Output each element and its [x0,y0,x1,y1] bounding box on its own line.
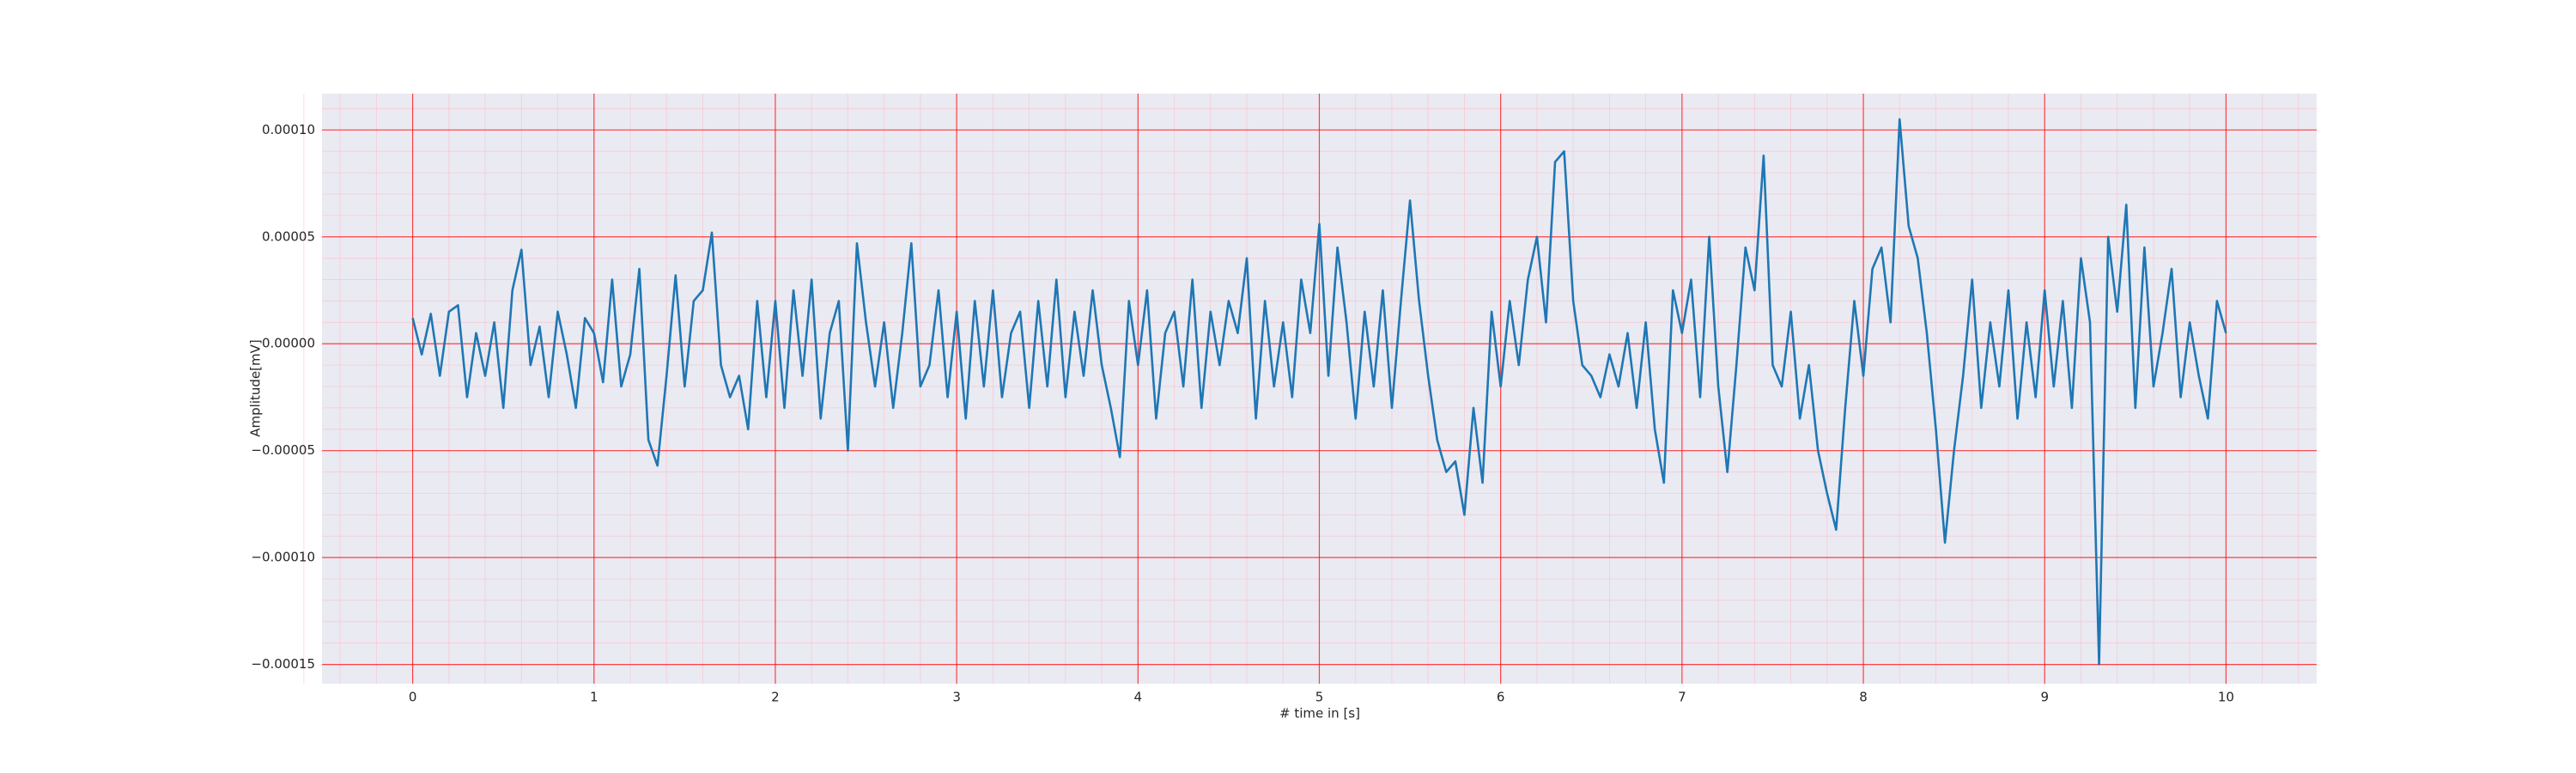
y-tick-label: −0.00015 [251,656,315,672]
x-tick-label: 0 [409,690,417,705]
x-axis-label: # time in [s] [1279,706,1360,721]
y-axis-label: Amplitude[mV] [248,339,264,436]
x-tick-label: 2 [771,690,780,705]
x-tick-label: 7 [1678,690,1686,705]
x-tick-label: 8 [1859,690,1868,705]
y-tick-label: −0.00010 [251,550,315,565]
x-tick-label: 3 [952,690,961,705]
y-tick-label: 0.00010 [262,122,315,137]
x-tick-label: 6 [1497,690,1505,705]
x-tick-label: 9 [2040,690,2049,705]
x-tick-label: 5 [1315,690,1324,705]
y-tick-label: 0.00000 [262,336,315,351]
y-tick-label: 0.00005 [262,228,315,244]
signal-line [411,118,2227,666]
x-tick-label: 4 [1134,690,1143,705]
x-tick-label: 1 [590,690,598,705]
y-tick-label: −0.00005 [251,442,315,458]
x-tick-label: 10 [2218,690,2234,705]
